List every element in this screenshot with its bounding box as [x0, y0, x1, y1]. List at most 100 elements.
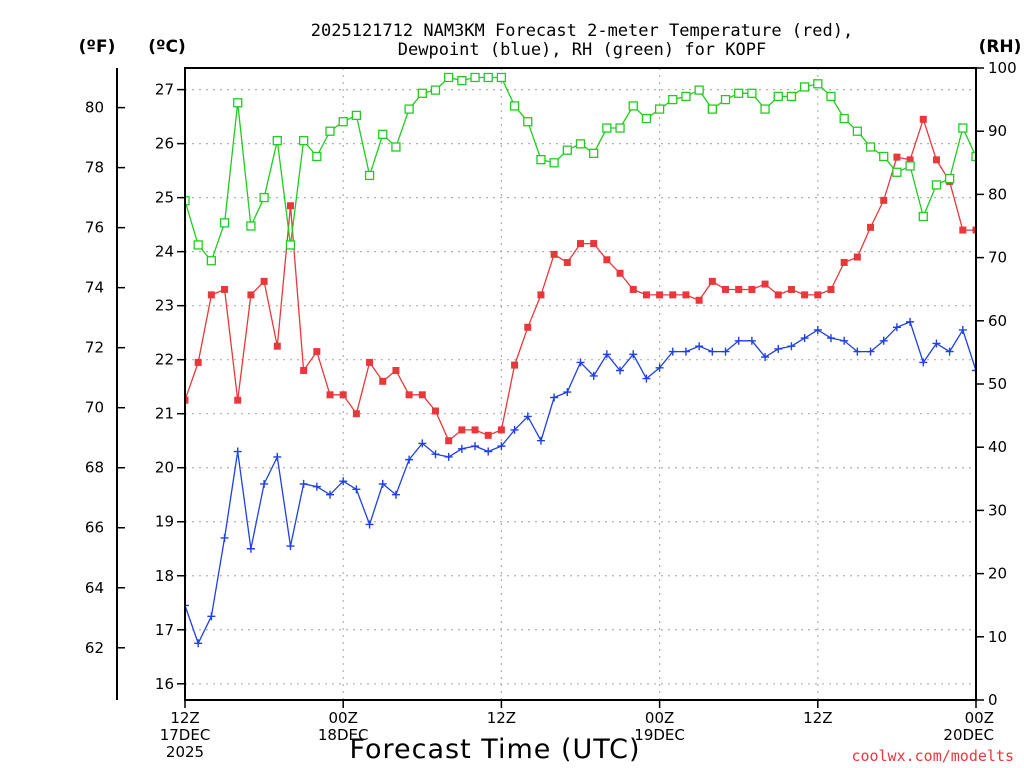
fahrenheit-tick-label-9: 80 — [85, 99, 104, 117]
temperature-series — [185, 115, 976, 445]
time-tick-label-0-3: 2025 — [166, 743, 204, 761]
rh-point-24 — [496, 72, 507, 83]
time-tick-label-2-1: 12Z — [487, 709, 516, 727]
dewpoint-point-33 — [616, 366, 625, 375]
temperature-point-54 — [893, 153, 901, 161]
rh-point-19 — [430, 85, 441, 95]
chart-title-line1: 2025121712 NAM3KM Forecast 2-meter Tempe… — [311, 21, 853, 41]
dewpoint-point-48 — [813, 325, 822, 334]
dewpoint-point-52 — [866, 347, 875, 356]
rh-point-26 — [523, 117, 533, 127]
temperature-point-37 — [669, 291, 677, 299]
time-tick-label-5-2: 20DEC — [943, 726, 994, 744]
dewpoint-point-7 — [273, 452, 282, 461]
rh-point-52 — [865, 142, 876, 152]
rh-point-23 — [483, 72, 493, 83]
temperature-point-6 — [260, 277, 268, 285]
celsius-tick-label-9: 25 — [155, 189, 174, 207]
dewpoint-point-47 — [800, 334, 809, 343]
rh-point-34 — [628, 101, 638, 111]
dewpoint-point-24 — [497, 442, 506, 451]
temperature-point-10 — [313, 348, 321, 356]
dewpoint-point-46 — [787, 342, 796, 351]
celsius-tick-label-8: 24 — [155, 243, 174, 261]
rh-point-25 — [509, 101, 520, 111]
celsius-tick-label-5: 21 — [155, 405, 174, 423]
temperature-point-34 — [629, 285, 637, 293]
rh-point-36 — [654, 104, 665, 114]
temperature-point-30 — [577, 240, 584, 248]
rh-point-20 — [444, 72, 454, 83]
dewpoint-point-58 — [945, 347, 954, 356]
temperature-point-39 — [695, 296, 703, 304]
rh-point-56 — [918, 211, 928, 222]
rh-point-51 — [852, 126, 862, 136]
fahrenheit-tick-label-7: 76 — [85, 219, 104, 237]
dewpoint-point-17 — [405, 455, 414, 464]
rh-point-3 — [219, 218, 230, 228]
rh-point-38 — [681, 91, 691, 102]
rh-point-17 — [404, 104, 414, 114]
rh-tick-label-3: 30 — [988, 501, 1007, 519]
temperature-point-24 — [497, 426, 505, 434]
temperature-point-11 — [326, 391, 334, 399]
temperature-point-20 — [445, 437, 453, 445]
temperature-point-57 — [932, 156, 940, 164]
temperature-point-26 — [524, 323, 532, 331]
rh-point-15 — [378, 129, 388, 140]
temperature-point-46 — [787, 285, 795, 293]
rh-point-45 — [773, 91, 783, 102]
dewpoint-point-40 — [708, 347, 717, 356]
temperature-point-4 — [234, 396, 242, 404]
dewpoint-point-0 — [185, 601, 189, 610]
rh-point-37 — [668, 94, 678, 105]
temperature-point-7 — [273, 342, 281, 350]
fahrenheit-tick-label-3: 68 — [85, 459, 104, 477]
rh-point-27 — [536, 154, 546, 165]
rh-point-9 — [298, 136, 309, 146]
celsius-tick-label-4: 20 — [155, 459, 174, 477]
dewpoint-point-28 — [550, 393, 559, 402]
rh-point-54 — [892, 167, 902, 177]
dewpoint-point-50 — [840, 336, 849, 345]
rh-point-6 — [259, 192, 269, 203]
rh-tick-label-1: 10 — [988, 628, 1007, 646]
rh-point-13 — [351, 110, 362, 121]
dewpoint-point-19 — [431, 450, 440, 459]
temperature-point-33 — [616, 269, 624, 277]
dewpoint-point-25 — [510, 425, 519, 434]
rh-point-22 — [470, 72, 480, 83]
dewpoint-point-57 — [932, 339, 941, 348]
dewpoint-point-53 — [879, 336, 888, 345]
fahrenheit-unit-label: (ºF) — [79, 37, 116, 57]
temperature-point-35 — [642, 291, 650, 299]
rh-tick-label-2: 20 — [988, 565, 1007, 583]
dewpoint-point-43 — [747, 336, 756, 345]
dewpoint-point-55 — [906, 317, 915, 326]
temperature-point-25 — [511, 361, 519, 369]
rh-point-14 — [364, 170, 375, 181]
rh-series — [185, 72, 976, 266]
celsius-unit-label: (ºC) — [148, 37, 186, 57]
dewpoint-point-15 — [378, 479, 387, 488]
celsius-axis-ticks: 16 17 18 19 20 21 22 23 24 25 26 27 — [155, 81, 185, 693]
time-tick-label-3-2: 19DEC — [634, 726, 685, 744]
dewpoint-point-9 — [299, 479, 308, 488]
rh-axis-ticks: 0 10 20 30 40 50 60 70 80 90 100 — [976, 59, 1017, 709]
temperature-point-9 — [300, 366, 308, 374]
rh-point-57 — [931, 180, 942, 190]
rh-point-42 — [734, 88, 744, 98]
temperature-point-36 — [656, 291, 664, 299]
fahrenheit-tick-label-6: 74 — [85, 279, 104, 297]
time-tick-label-1-1: 00Z — [329, 709, 358, 727]
fahrenheit-tick-label-2: 66 — [85, 519, 104, 537]
dewpoint-point-39 — [695, 342, 704, 351]
temperature-point-43 — [748, 285, 756, 293]
dewpoint-point-2 — [207, 612, 216, 621]
celsius-tick-label-11: 27 — [155, 81, 174, 99]
temperature-line — [185, 117, 976, 442]
fahrenheit-tick-label-0: 62 — [85, 639, 104, 657]
rh-point-58 — [944, 173, 955, 184]
time-tick-label-0-2: 17DEC — [160, 726, 211, 744]
temperature-point-28 — [550, 250, 558, 258]
